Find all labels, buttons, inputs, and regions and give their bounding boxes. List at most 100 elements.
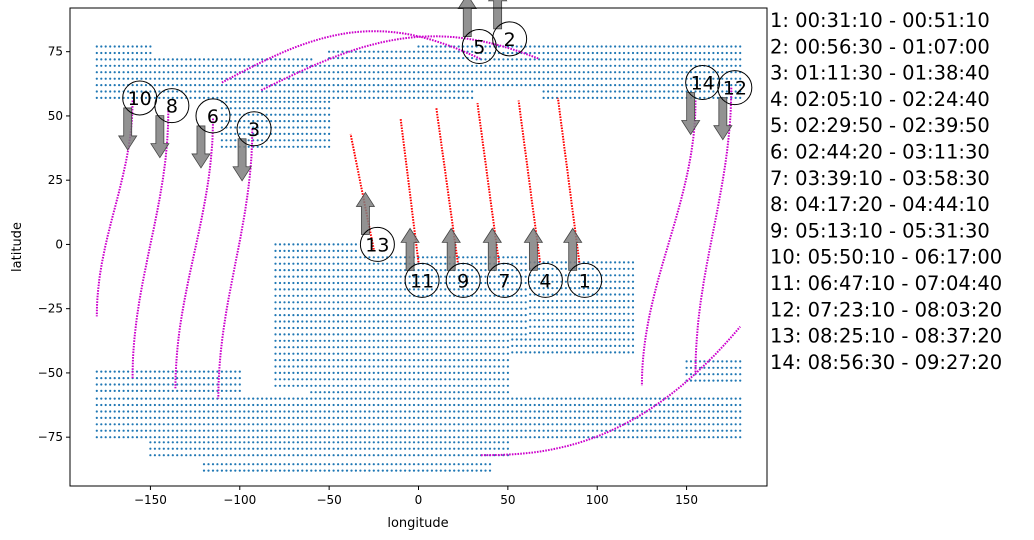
land-point — [676, 429, 679, 432]
land-point — [622, 312, 626, 315]
land-point — [372, 288, 375, 291]
land-point — [319, 384, 322, 387]
land-point — [497, 58, 500, 61]
land-point — [301, 423, 304, 426]
land-point — [247, 447, 250, 450]
land-point — [466, 416, 469, 419]
land-point — [238, 403, 241, 407]
land-point — [529, 338, 532, 341]
land-point — [328, 371, 331, 374]
land-point — [305, 113, 308, 116]
land-point — [605, 45, 608, 48]
land-point — [511, 397, 514, 400]
land-point — [287, 339, 290, 342]
land-point — [408, 84, 411, 87]
land-point — [471, 403, 474, 407]
land-point — [480, 378, 483, 381]
land-point — [278, 64, 282, 67]
land-point — [287, 447, 290, 450]
land-point — [488, 339, 492, 342]
land-point — [506, 346, 509, 349]
land-point — [332, 256, 335, 259]
land-point — [471, 365, 474, 368]
land-point — [435, 384, 438, 387]
land-point — [278, 359, 282, 362]
land-point — [582, 84, 585, 87]
land-point — [350, 352, 353, 355]
land-point — [730, 397, 733, 400]
land-point — [162, 96, 165, 99]
land-point — [341, 463, 344, 466]
land-point — [663, 429, 666, 432]
land-point — [283, 275, 286, 278]
land-point — [703, 96, 706, 99]
land-point — [426, 71, 429, 74]
land-point — [506, 359, 509, 362]
land-point — [368, 96, 371, 99]
land-point — [560, 267, 563, 270]
land-point — [587, 312, 590, 315]
land-point — [305, 384, 308, 387]
land-point — [399, 397, 402, 400]
land-point — [605, 84, 608, 87]
land-point — [135, 436, 139, 439]
land-point — [363, 384, 366, 387]
land-point — [564, 261, 568, 264]
land-point — [216, 463, 219, 466]
land-point — [676, 96, 679, 99]
land-point — [278, 346, 282, 349]
land-point — [167, 58, 170, 61]
land-point — [95, 383, 98, 386]
land-point — [372, 423, 375, 426]
land-point — [439, 339, 442, 342]
land-point — [167, 454, 170, 457]
land-point — [564, 312, 568, 315]
land-point — [506, 301, 509, 304]
land-point — [359, 371, 362, 374]
land-point — [354, 96, 357, 99]
land-point — [614, 64, 617, 67]
land-point — [627, 306, 630, 309]
land-point — [395, 423, 398, 426]
land-point — [560, 84, 563, 87]
land-point — [377, 436, 380, 439]
land-point — [153, 397, 156, 400]
land-point — [627, 338, 630, 341]
land-point — [421, 429, 425, 432]
land-point — [158, 90, 161, 93]
land-point — [533, 416, 536, 419]
land-point — [448, 416, 451, 419]
land-point — [618, 45, 621, 48]
land-point — [649, 436, 652, 439]
land-point — [274, 58, 277, 61]
y-tick-label: 25 — [48, 173, 63, 187]
land-point — [180, 377, 183, 380]
land-point — [225, 100, 228, 103]
land-point — [238, 447, 241, 450]
land-point — [287, 384, 290, 387]
land-point — [296, 249, 299, 252]
land-point — [301, 416, 304, 419]
land-point — [180, 77, 183, 80]
land-point — [631, 64, 635, 67]
land-point — [573, 319, 577, 322]
land-point — [524, 84, 527, 87]
land-point — [582, 274, 585, 277]
land-point — [211, 389, 215, 392]
land-point — [337, 269, 340, 272]
land-point — [118, 389, 121, 392]
land-point — [171, 64, 174, 67]
land-point — [292, 96, 295, 99]
land-point — [614, 351, 617, 354]
land-point — [278, 333, 282, 336]
land-point — [457, 57, 460, 60]
land-point — [341, 365, 344, 368]
land-point — [104, 389, 107, 392]
land-point — [243, 469, 246, 472]
land-point — [198, 447, 201, 450]
land-point — [412, 333, 416, 336]
land-point — [113, 403, 116, 407]
land-point — [614, 58, 617, 61]
land-point — [301, 269, 304, 272]
land-point — [323, 339, 326, 342]
